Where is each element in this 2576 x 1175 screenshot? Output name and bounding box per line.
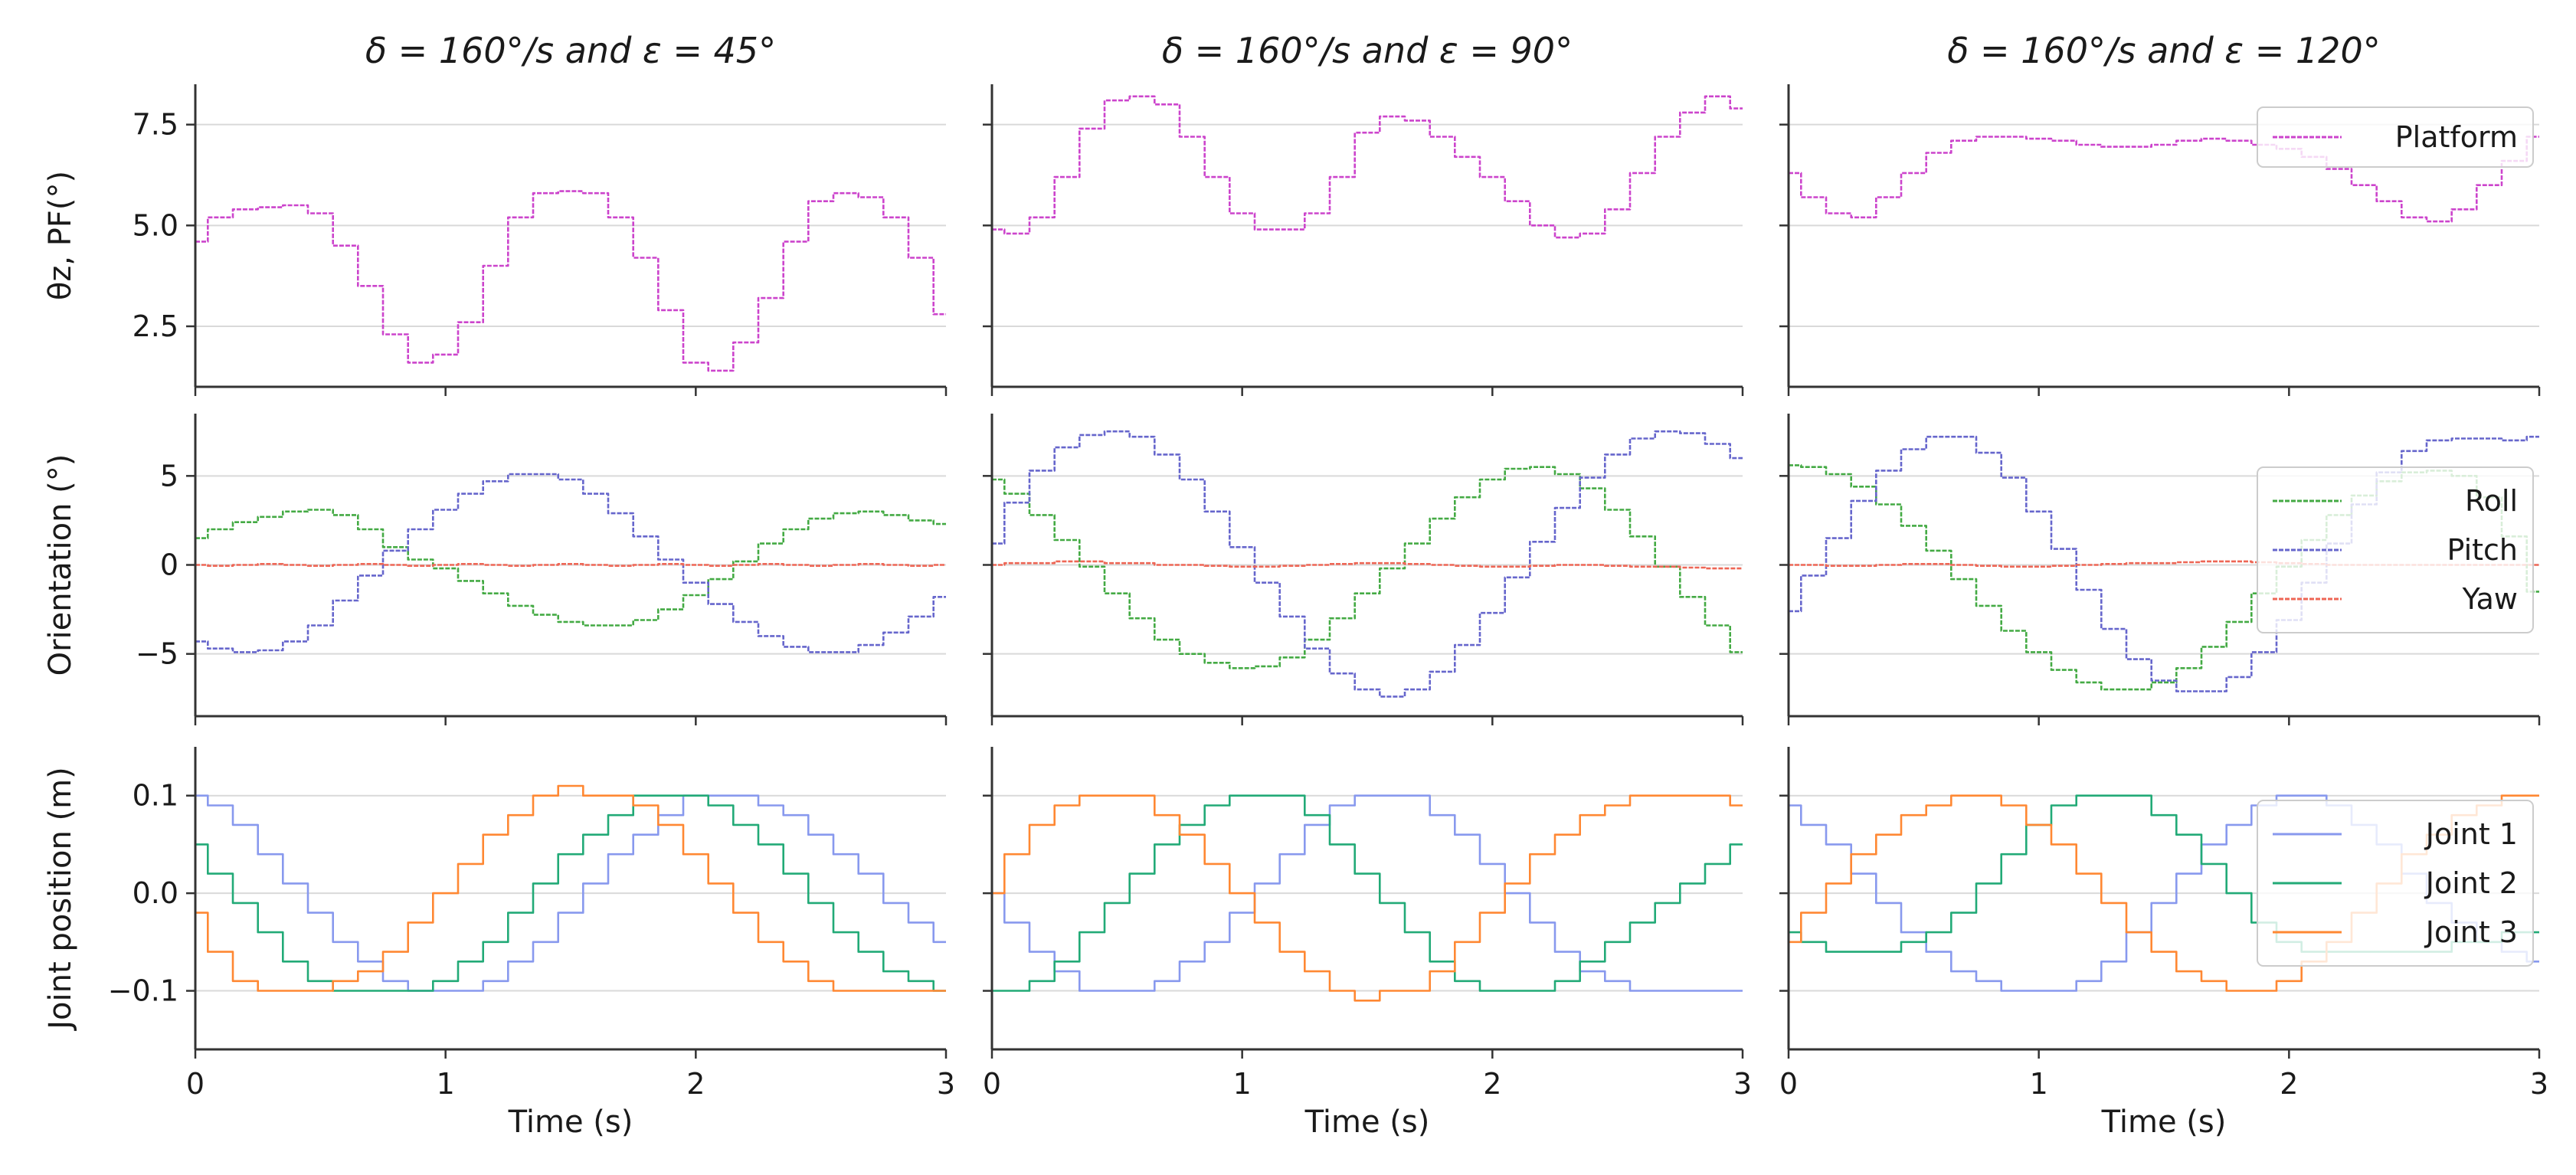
legend-label: Roll [2465, 484, 2518, 518]
panel-orientation-col2 [983, 414, 1744, 725]
x-tick-label: 0 [186, 1067, 205, 1101]
series-line-joint-2 [992, 794, 1743, 992]
series-line-yaw [992, 560, 1743, 570]
series-line-roll [992, 466, 1743, 669]
series-line-joint-3 [195, 784, 946, 992]
x-axis-label: Time (s) [2101, 1105, 2227, 1140]
legend-label: Joint 2 [2424, 866, 2518, 900]
legend-label: Platform [2395, 120, 2518, 154]
column-title: δ = 160°/s and ε = 120° [1947, 30, 2380, 71]
series-line-joint-2 [195, 794, 946, 992]
series-line-joint-1 [195, 794, 946, 992]
series-line-roll [195, 509, 946, 627]
series-line-platform [195, 190, 946, 372]
panel-platform-col2: δ = 160°/s and ε = 90° [983, 30, 1744, 396]
y-tick-label: 0.0 [133, 876, 178, 910]
legend-box [2257, 466, 2534, 633]
legend-label: Pitch [2447, 533, 2518, 567]
legend-box [2257, 800, 2534, 967]
legend-label: Joint 3 [2424, 915, 2518, 949]
panel-platform-col3: δ = 160°/s and ε = 120° Platform [1779, 30, 2541, 396]
x-tick-label: 1 [2030, 1067, 2048, 1101]
column-title: δ = 160°/s and ε = 45° [365, 30, 776, 71]
series-line-pitch [992, 430, 1743, 698]
series-line-platform [992, 95, 1743, 239]
x-axis-label: Time (s) [508, 1105, 633, 1140]
series-line-joint-1 [992, 794, 1743, 992]
series-line-joint-3 [992, 794, 1743, 1002]
series-line-pitch [1789, 435, 2539, 692]
x-tick-label: 1 [437, 1067, 455, 1101]
panel-platform-col1: 2.5 5.0 7.5 δ = 160°/s and ε = 45° [133, 30, 948, 396]
y-tick-label: −0.1 [108, 974, 178, 1008]
y-tick-label: 5 [160, 459, 178, 493]
column-title: δ = 160°/s and ε = 90° [1162, 30, 1573, 71]
x-tick-label: 3 [1733, 1067, 1752, 1101]
y-tick-label: 7.5 [133, 108, 178, 142]
series-line-platform [1789, 136, 2539, 223]
y-tick-label: 2.5 [133, 309, 178, 343]
x-tick-label: 3 [2530, 1067, 2548, 1101]
row-ylabel-orientation: Orientation (°) [43, 454, 78, 676]
panel-joint-col1: −0.1 0.0 0.1 0 1 2 3 Time (s) [108, 747, 955, 1140]
panel-orientation-col3: Roll Pitch Yaw [1779, 414, 2541, 725]
row-ylabel-platform: θz, PF(°) [43, 171, 78, 300]
y-tick-label: 0.1 [133, 779, 178, 813]
y-tick-label: −5 [136, 637, 178, 671]
x-axis-label: Time (s) [1304, 1105, 1430, 1140]
panel-joint-col3: 0 1 2 3 Time (s) Joint 1 Joint 2 Joint 3 [1779, 747, 2548, 1140]
x-tick-label: 2 [1483, 1067, 1501, 1101]
y-tick-label: 5.0 [133, 208, 178, 242]
x-tick-label: 0 [1779, 1067, 1798, 1101]
x-tick-label: 3 [937, 1067, 955, 1101]
panel-joint-col2: 0 1 2 3 Time (s) [983, 747, 1752, 1140]
x-tick-label: 2 [686, 1067, 705, 1101]
x-tick-label: 1 [1233, 1067, 1252, 1101]
legend-box [2257, 106, 2534, 168]
row-ylabel-joint: Joint position (m) [43, 767, 78, 1031]
x-tick-label: 0 [983, 1067, 1001, 1101]
series-line-pitch [195, 473, 946, 653]
series-line-yaw [195, 563, 946, 567]
series-line-yaw [1789, 560, 2539, 568]
panel-orientation-col1: −5 0 5 [136, 414, 948, 725]
legend-label: Yaw [2462, 582, 2518, 616]
x-tick-label: 2 [2280, 1067, 2298, 1101]
legend-label: Joint 1 [2424, 817, 2518, 851]
y-tick-label: 0 [160, 548, 178, 582]
